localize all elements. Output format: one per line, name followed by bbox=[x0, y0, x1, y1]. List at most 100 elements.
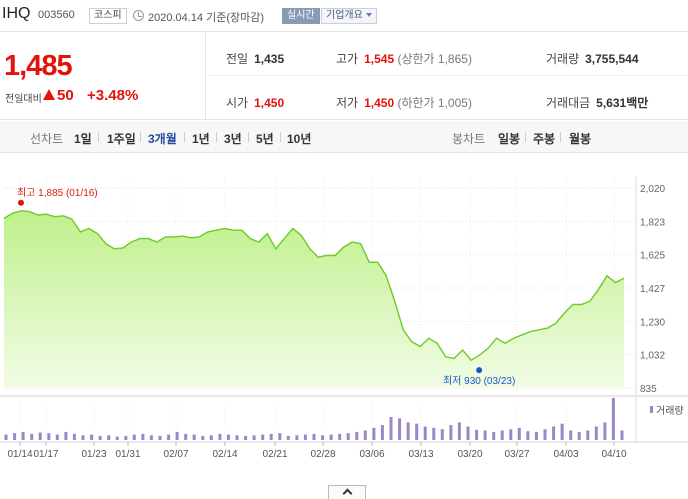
volume-bar bbox=[107, 435, 111, 440]
tab-5y[interactable]: 5년 bbox=[256, 132, 274, 146]
volume-bar bbox=[115, 436, 119, 440]
volume-bar bbox=[526, 431, 530, 440]
volume-bar bbox=[577, 431, 581, 440]
tab-10y[interactable]: 10년 bbox=[287, 132, 312, 146]
realtime-button[interactable]: 실시간 bbox=[282, 8, 320, 24]
tab-weekly[interactable]: 주봉 bbox=[533, 132, 556, 146]
tab-3m[interactable]: 3개월 bbox=[148, 132, 177, 146]
lower-limit: (하한가 1,005) bbox=[397, 96, 472, 110]
stat-amount: 거래대금 5,631백만 bbox=[546, 94, 648, 111]
volume-bar bbox=[38, 432, 42, 440]
stat-label: 시가 bbox=[226, 96, 249, 110]
tab-3y[interactable]: 3년 bbox=[224, 132, 242, 146]
chevron-down-icon bbox=[365, 13, 372, 18]
chart-period-tabs: 선차트 1일 1주일 3개월 1년 3년 5년 10년 봉차트 일봉 주봉 월봉 bbox=[0, 121, 688, 153]
volume-bar bbox=[218, 433, 222, 440]
stat-prev-close: 전일 1,435 bbox=[226, 50, 284, 67]
stock-name: IHQ bbox=[2, 5, 31, 22]
stat-unit: 백만 bbox=[626, 96, 649, 110]
volume-bar bbox=[415, 423, 419, 440]
x-tick-label: 03/27 bbox=[504, 449, 529, 460]
volume-bar bbox=[457, 422, 461, 440]
as-of-date: 2020.04.14 기준(장마감) bbox=[148, 12, 265, 24]
volume-bar bbox=[72, 433, 76, 440]
max-label: 최고 1,885 (01/16) bbox=[17, 187, 98, 199]
collapse-button[interactable] bbox=[328, 485, 366, 499]
stat-value: 1,545 bbox=[364, 52, 395, 66]
stock-code: 003560 bbox=[38, 9, 75, 21]
volume-bar bbox=[534, 431, 538, 440]
change-percent: +3.48% bbox=[87, 87, 139, 104]
tab-monthly[interactable]: 월봉 bbox=[569, 132, 592, 146]
volume-label: 거래량 bbox=[656, 405, 684, 417]
divider bbox=[560, 132, 561, 142]
tab-daily[interactable]: 일봉 bbox=[498, 132, 521, 146]
divider bbox=[280, 132, 281, 142]
x-tick-label: 02/14 bbox=[212, 449, 237, 460]
volume-bar bbox=[13, 433, 17, 440]
volume-bar bbox=[552, 426, 556, 440]
x-tick-label: 03/13 bbox=[408, 449, 433, 460]
upper-limit: (상한가 1,865) bbox=[397, 52, 472, 66]
volume-bar bbox=[158, 435, 162, 440]
company-info-dropdown[interactable]: 기업개요 bbox=[321, 8, 377, 24]
tab-1d[interactable]: 1일 bbox=[74, 132, 92, 146]
volume-bar bbox=[141, 433, 145, 440]
x-tick-label: 04/10 bbox=[601, 449, 626, 460]
price-panel: 1,485 전일대비 50 +3.48% 전일 1,435 시가 1,450 고가 1… bbox=[0, 32, 688, 120]
x-tick-label: 02/07 bbox=[163, 449, 188, 460]
divider bbox=[205, 32, 206, 120]
x-tick-label: 02/21 bbox=[262, 449, 287, 460]
volume-bar bbox=[81, 435, 85, 440]
y-tick-label: 2,020 bbox=[640, 184, 665, 195]
x-tick-label: 01/17 bbox=[33, 449, 58, 460]
y-tick-label: 835 bbox=[640, 384, 657, 395]
volume-bar bbox=[4, 434, 8, 440]
stat-value: 3,755,544 bbox=[585, 52, 639, 66]
x-tick-label: 02/28 bbox=[310, 449, 335, 460]
volume-bar bbox=[363, 430, 367, 440]
volume-legend-swatch bbox=[650, 406, 653, 413]
volume-bar bbox=[406, 422, 410, 440]
stat-label: 거래량 bbox=[546, 52, 580, 66]
volume-bar bbox=[355, 431, 359, 440]
up-arrow-icon bbox=[43, 89, 55, 100]
divider bbox=[140, 132, 141, 142]
tab-1w[interactable]: 1주일 bbox=[107, 132, 136, 146]
change-value: 50 bbox=[57, 87, 74, 104]
volume-bar bbox=[47, 433, 51, 440]
change-label: 전일대비 bbox=[5, 94, 42, 105]
min-marker bbox=[476, 367, 483, 374]
volume-bar bbox=[124, 435, 128, 440]
line-chart-label: 선차트 bbox=[30, 132, 64, 146]
stat-open: 시가 1,450 bbox=[226, 94, 284, 111]
min-label: 최저 930 (03/23) bbox=[443, 375, 515, 387]
stat-value: 1,435 bbox=[254, 52, 285, 66]
volume-bar bbox=[252, 435, 256, 440]
y-tick-label: 1,625 bbox=[640, 251, 665, 262]
chevron-up-icon bbox=[342, 488, 353, 499]
tab-1y[interactable]: 1년 bbox=[192, 132, 210, 146]
volume-bar bbox=[380, 425, 384, 440]
y-tick-label: 1,032 bbox=[640, 351, 665, 362]
volume-bar bbox=[492, 431, 496, 440]
volume-bar bbox=[569, 430, 573, 440]
divider bbox=[248, 132, 249, 142]
stat-volume: 거래량 3,755,544 bbox=[546, 50, 639, 67]
volume-bar bbox=[321, 435, 325, 440]
volume-bar bbox=[423, 426, 427, 440]
volume-bar bbox=[192, 434, 196, 440]
volume-bar bbox=[98, 435, 102, 440]
market-badge: 코스피 bbox=[89, 8, 127, 24]
stat-low: 저가 1,450 (하한가 1,005) bbox=[336, 94, 472, 111]
volume-bar bbox=[303, 434, 307, 440]
volume-bar bbox=[594, 426, 598, 440]
volume-bar bbox=[389, 417, 393, 440]
volume-bar bbox=[475, 429, 479, 440]
volume-bar bbox=[483, 430, 487, 440]
y-tick-label: 1,230 bbox=[640, 317, 665, 328]
volume-bar bbox=[338, 433, 342, 440]
price-area bbox=[4, 210, 624, 388]
volume-bar bbox=[543, 429, 547, 440]
